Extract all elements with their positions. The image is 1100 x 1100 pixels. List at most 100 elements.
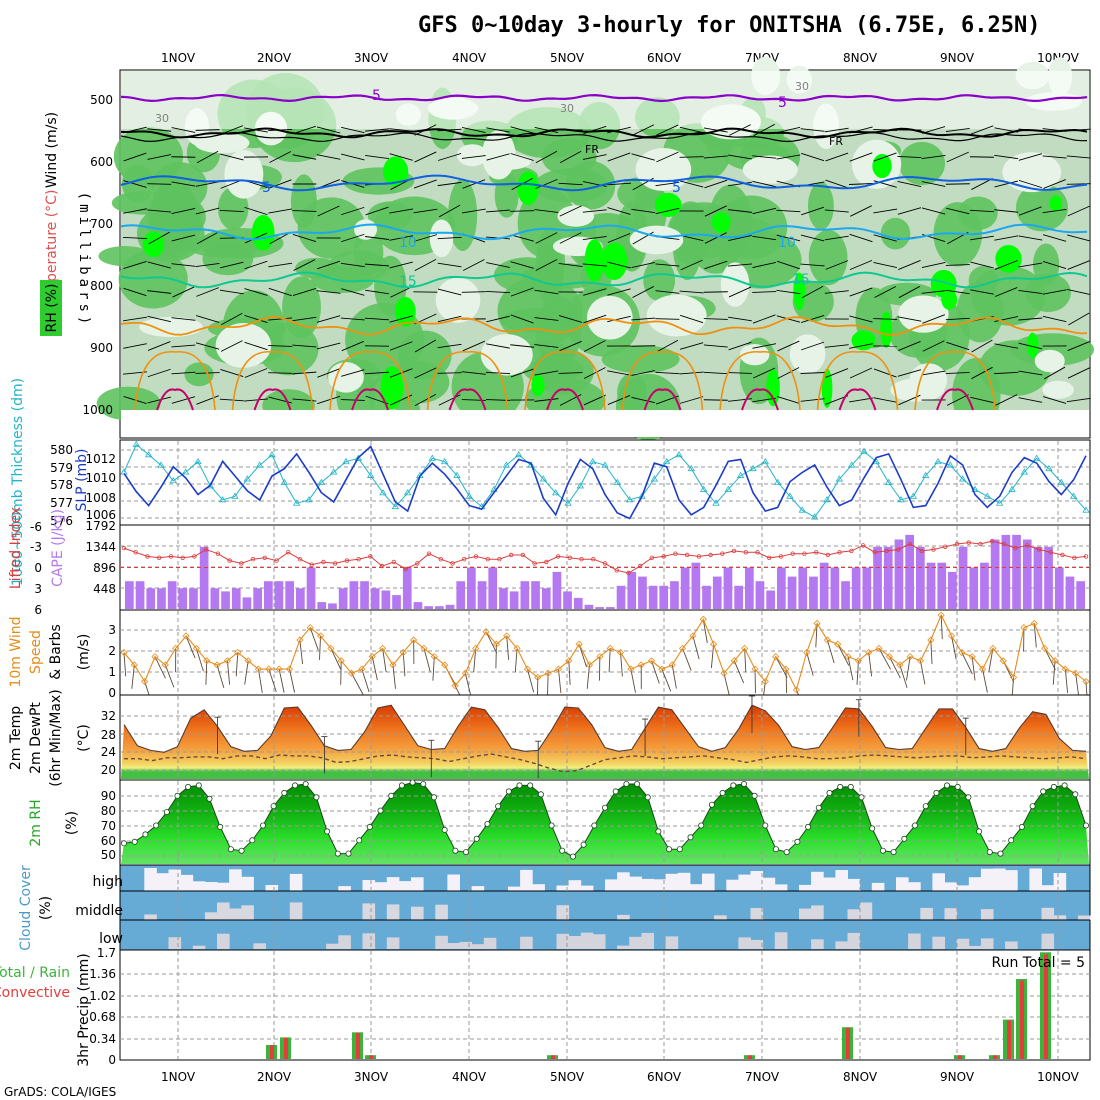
rh2m-point — [762, 822, 769, 829]
wind10-barb — [226, 660, 231, 685]
wind-barb — [123, 316, 147, 322]
cloud-high-block — [338, 886, 351, 891]
temperature-contour — [120, 131, 1088, 143]
cloud-middle-block — [204, 912, 218, 920]
cape-li-panel: -6 -3 0 3 6 1792 1344 896 448 Lifted Ind… — [8, 507, 1091, 617]
cloud-high-block — [374, 882, 388, 891]
rh2m-point — [944, 782, 951, 789]
lifted-index-point — [227, 558, 232, 563]
ylabel-cloud: Cloud Cover — [18, 865, 34, 951]
cape-bar — [883, 546, 893, 610]
thick-tick: 579 — [50, 461, 73, 475]
cape-bar — [296, 588, 305, 610]
wind-barb — [776, 154, 801, 160]
cloud-low-block — [483, 937, 497, 949]
thickness-point — [280, 478, 289, 485]
wind-barb — [728, 286, 752, 298]
wind-barb — [147, 209, 172, 213]
rh2m-point — [655, 828, 662, 835]
thickness-point — [662, 457, 671, 465]
thickness-point — [860, 447, 868, 454]
run-total: Run Total = 5 — [991, 955, 1085, 971]
wind10-barb — [847, 656, 854, 681]
rh-moist-region — [534, 168, 609, 203]
thickness-point — [736, 471, 745, 478]
cape-bar — [531, 581, 540, 609]
wind-barb — [195, 342, 220, 350]
rh2m-point — [730, 782, 737, 789]
rh2m-point — [398, 782, 405, 789]
contour-label: FR — [585, 143, 599, 156]
wind10-barb — [988, 648, 994, 673]
cloud-low-block — [447, 943, 460, 949]
wind-barb — [703, 127, 728, 133]
lifted-index-point — [790, 551, 795, 556]
wind10-barb — [205, 660, 208, 685]
wind-barb — [510, 234, 534, 242]
wind10-point — [1082, 677, 1090, 686]
wind-barb — [1066, 289, 1091, 295]
rh2m-area — [121, 782, 1089, 864]
cloud-low-block — [1005, 941, 1018, 949]
cloud-high-block — [217, 882, 230, 891]
rh-dry-region — [898, 295, 949, 333]
wind-barb — [703, 344, 728, 348]
wind-barb — [171, 396, 196, 404]
cloud-middle-block — [1041, 907, 1055, 920]
thickness-line — [123, 443, 1087, 518]
rh-dry-region — [646, 294, 707, 337]
cloud-low-block — [556, 933, 570, 949]
rh2m-point — [815, 804, 822, 811]
wind-barb — [921, 261, 946, 269]
lifted-index-path — [123, 540, 1087, 574]
wind10-point — [647, 657, 656, 665]
lifted-index-point — [415, 561, 420, 566]
temperature-contour — [120, 93, 1088, 103]
cloud-high-block — [204, 882, 218, 891]
cloud-cover-blocks — [144, 868, 1091, 949]
wind10-point — [1051, 657, 1059, 665]
rh2m-fill — [121, 782, 1089, 864]
wind-barb — [195, 315, 220, 323]
wind-barb — [340, 126, 365, 134]
cape-bar — [1076, 581, 1085, 609]
slp-tick: 1008 — [85, 491, 116, 505]
wind-barb — [534, 398, 559, 402]
wind-barb — [607, 370, 631, 376]
cloud-high-block — [702, 873, 715, 891]
wind-barb — [172, 286, 195, 298]
precip-panel: 1.7 1.36 1.02 0.68 0.34 0 Run Total = 5 … — [0, 946, 1091, 1067]
rh-moist-region — [311, 266, 375, 294]
cape-bar — [285, 581, 294, 609]
wind-barb — [414, 258, 437, 272]
wind-barb — [292, 210, 317, 212]
cloud-high-block — [289, 873, 303, 891]
wind10-barb — [671, 664, 677, 689]
wind-barb — [1042, 234, 1067, 242]
cloud-middle-block — [556, 905, 570, 920]
temperature-contour-arch — [936, 388, 974, 411]
ylabel-wind10: 10m Wind — [8, 616, 24, 687]
precip-convective-bar — [270, 1045, 274, 1059]
cloud-high-block — [192, 881, 206, 891]
temperature-contours — [120, 93, 1088, 411]
lifted-index-point — [1025, 543, 1030, 548]
rh-saturated-region — [382, 156, 409, 187]
cloud-high-block — [896, 877, 909, 891]
thickness-point — [786, 492, 794, 499]
wind-barb — [631, 153, 655, 161]
lifted-index-point — [731, 548, 737, 554]
wind-barb — [801, 285, 824, 299]
wind-barb — [703, 155, 728, 159]
wind10-point — [730, 657, 738, 665]
cloud-high-block — [471, 886, 485, 891]
lifted-index-point — [333, 561, 338, 566]
rh-shading — [96, 56, 1095, 441]
cape-bar — [125, 581, 134, 609]
wind-barb — [414, 151, 437, 163]
rh2m-point — [698, 822, 705, 829]
wind-barb — [656, 339, 679, 353]
wind-barb — [148, 231, 170, 245]
wind-barb — [461, 127, 486, 133]
wind-barb — [365, 236, 389, 240]
